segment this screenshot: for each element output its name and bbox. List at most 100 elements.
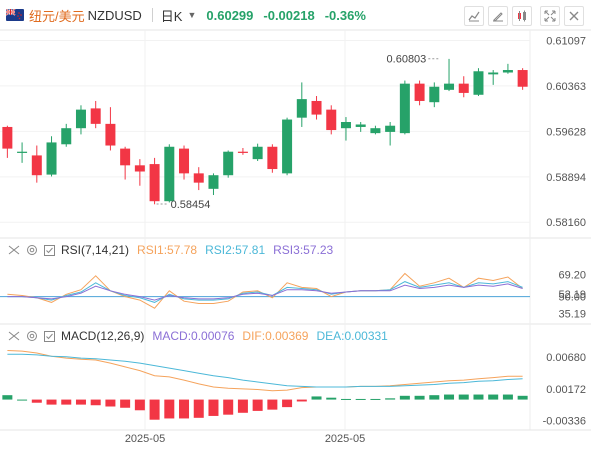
time-tick-label: 2025-05 [325, 433, 365, 445]
candle-body [502, 70, 513, 73]
macd-histogram-bar [429, 395, 440, 400]
candle-body [237, 151, 248, 153]
macd-histogram-bar [267, 399, 278, 410]
nz-flag-icon [6, 9, 24, 21]
macd-histogram-bar [46, 399, 57, 405]
candle-body [223, 151, 234, 176]
macd-tick-label: 0.00172 [546, 384, 586, 396]
draw-icon [493, 12, 503, 22]
period-selector[interactable]: 日K [160, 8, 183, 24]
settings-icon[interactable] [26, 244, 38, 256]
candle-body [179, 148, 190, 174]
macd-value: MACD:0.00076 [152, 329, 235, 343]
rsi-tick-label: 69.20 [558, 269, 586, 281]
macd-histogram-bar [17, 399, 28, 401]
price-tick-label: 0.60363 [546, 81, 586, 93]
candle-body [385, 125, 396, 132]
macd-histogram-bar [296, 399, 307, 402]
price-tick-label: 0.59628 [546, 126, 586, 138]
rsi-line-rsi3 [7, 283, 523, 301]
macd-histogram-bar [237, 399, 248, 413]
macd-histogram-bar [75, 399, 86, 405]
candle-body [105, 123, 116, 146]
close-button[interactable] [564, 6, 584, 26]
dif-value: DIF:0.00369 [242, 329, 309, 343]
price-tick-label: 0.58894 [546, 172, 586, 184]
high-price-annotation: 0.60803 [387, 54, 427, 66]
macd-histogram-bar [223, 399, 234, 415]
price-tick-label: 0.58160 [546, 217, 586, 229]
macd-histogram-bar [517, 395, 528, 400]
macd-histogram-bar [149, 399, 160, 420]
candle-body [120, 148, 131, 166]
rsi-panel-title: RSI(7,14,21) RSI1:57.78 RSI2:57.81 RSI3:… [8, 243, 341, 257]
rsi-tick-label: 52.19 [558, 289, 586, 301]
macd-histogram-bar [488, 394, 499, 400]
candle-body [90, 108, 101, 124]
macd-histogram-bar [370, 398, 381, 400]
dea-value: DEA:0.00331 [316, 329, 388, 343]
rsi1-value: RSI1:57.78 [137, 243, 198, 257]
indicator-icon [518, 10, 526, 22]
macd-histogram-bar [458, 394, 469, 400]
close-icon [569, 11, 579, 21]
candle-body [296, 99, 307, 118]
candle-body [46, 142, 57, 175]
toggle-icon[interactable] [44, 330, 55, 342]
candle-body [208, 175, 219, 189]
candle-body [17, 151, 28, 153]
macd-histogram-bar [340, 398, 351, 400]
macd-histogram-bar [326, 397, 337, 400]
chart-type-button[interactable] [464, 6, 484, 26]
macd-histogram-bar [355, 398, 366, 400]
candle-body [149, 164, 160, 202]
chart-type-icon [468, 11, 480, 22]
candle-body [326, 109, 337, 131]
rsi-line-rsi1 [7, 272, 523, 309]
macd-tick-label: -0.00336 [543, 416, 586, 428]
period-dropdown-icon[interactable]: ▼ [187, 10, 197, 20]
macd-histogram-bar [90, 399, 101, 406]
macd-panel-title: MACD(12,26,9) MACD:0.00076 DIF:0.00369 D… [8, 329, 396, 343]
macd-histogram-bar [385, 398, 396, 400]
candle-body [193, 173, 204, 183]
draw-button[interactable] [488, 6, 508, 26]
candle-body [370, 128, 381, 134]
macd-tick-label: 0.00680 [546, 352, 586, 364]
fullscreen-icon [544, 10, 556, 22]
candle-body [429, 86, 440, 103]
fullscreen-button[interactable] [540, 6, 560, 26]
price-change: -0.00218 [263, 7, 315, 23]
instrument-symbol: NZDUSD [87, 7, 142, 23]
macd-histogram-bar [502, 394, 513, 400]
candle-body [267, 146, 278, 170]
macd-histogram-bar [120, 399, 131, 408]
rsi-tick-label: 35.19 [558, 309, 586, 321]
collapse-icon[interactable] [8, 331, 20, 341]
rsi3-value: RSI3:57.23 [273, 243, 334, 257]
macd-histogram-bar [61, 399, 72, 405]
rsi2-value: RSI2:57.81 [205, 243, 266, 257]
candle-body [61, 128, 72, 145]
price-tick-label: 0.61097 [546, 36, 586, 48]
candle-body [252, 146, 263, 160]
instrument-name: 纽元/美元 [29, 8, 85, 24]
macd-histogram-bar [444, 394, 455, 400]
toggle-icon[interactable] [44, 244, 55, 256]
macd-histogram-bar [179, 399, 190, 419]
indicator-button[interactable] [512, 6, 532, 26]
macd-histogram-bar [134, 399, 145, 411]
chart-header: 纽元/美元 NZDUSD 日K ▼ 0.60299 -0.00218 -0.36… [0, 0, 591, 30]
candle-body [414, 83, 425, 101]
macd-histogram-bar [2, 395, 13, 400]
macd-histogram-bar [31, 399, 42, 403]
settings-icon[interactable] [26, 330, 38, 342]
candle-body [517, 70, 528, 87]
collapse-icon[interactable] [8, 245, 20, 255]
time-tick-label: 2025-05 [125, 433, 165, 445]
macd-histogram-bar [208, 399, 219, 416]
rsi-tick-label: 50.00 [558, 292, 586, 304]
candle-body [31, 155, 42, 176]
header-divider [151, 8, 153, 22]
